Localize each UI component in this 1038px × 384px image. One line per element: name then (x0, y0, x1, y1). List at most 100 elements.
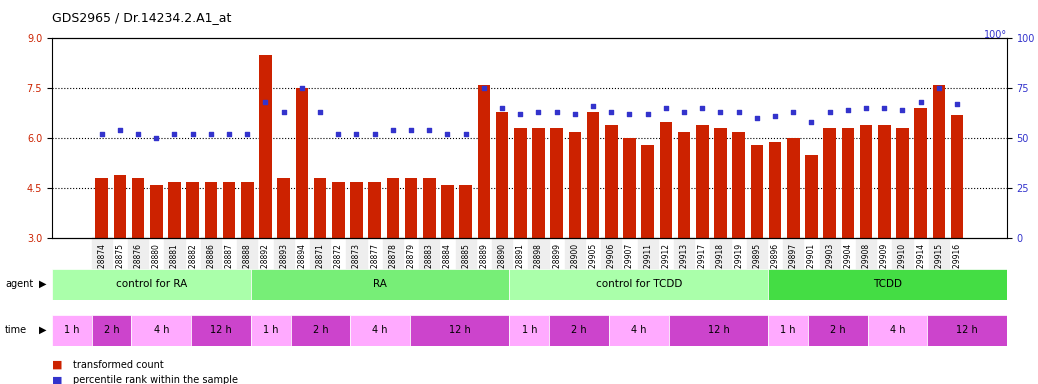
Bar (678, 132, 690, 338)
Point (512, 111, 528, 118)
Text: RA: RA (374, 279, 387, 289)
Point (894, 107, 910, 113)
FancyBboxPatch shape (808, 315, 868, 346)
Bar (932, 85, 946, 338)
Bar (787, 138, 799, 338)
Point (221, 131, 238, 137)
Bar (695, 125, 709, 338)
Bar (313, 178, 326, 338)
Point (712, 109, 729, 115)
Point (202, 131, 219, 137)
Point (421, 127, 438, 133)
Text: 100°: 100° (984, 30, 1007, 40)
Bar (914, 108, 927, 338)
Point (857, 105, 874, 111)
Bar (842, 128, 854, 338)
Bar (859, 125, 873, 338)
Bar (714, 128, 727, 338)
Bar (659, 122, 673, 338)
FancyBboxPatch shape (927, 315, 1007, 346)
Point (311, 109, 328, 115)
Bar (332, 182, 345, 338)
FancyBboxPatch shape (351, 315, 410, 346)
Point (130, 131, 146, 137)
Point (803, 119, 820, 125)
Text: 12 h: 12 h (448, 325, 470, 335)
Bar (769, 142, 782, 338)
Bar (733, 132, 745, 338)
Text: 4 h: 4 h (373, 325, 388, 335)
Text: 4 h: 4 h (631, 325, 647, 335)
Text: 12 h: 12 h (956, 325, 978, 335)
Point (876, 105, 893, 111)
Point (548, 109, 565, 115)
Point (439, 131, 456, 137)
Bar (186, 182, 199, 338)
Bar (204, 182, 217, 338)
Text: GDS2965 / Dr.14234.2.A1_at: GDS2965 / Dr.14234.2.A1_at (52, 12, 231, 25)
Bar (422, 178, 436, 338)
Text: 2 h: 2 h (830, 325, 846, 335)
Bar (277, 178, 290, 338)
Point (257, 99, 274, 105)
Bar (95, 178, 108, 338)
Point (166, 131, 183, 137)
Bar (532, 128, 545, 338)
FancyBboxPatch shape (609, 315, 668, 346)
FancyBboxPatch shape (52, 315, 91, 346)
Bar (260, 55, 272, 338)
Text: percentile rank within the sample: percentile rank within the sample (73, 375, 238, 384)
Bar (477, 85, 490, 338)
Bar (750, 145, 763, 338)
Text: 1 h: 1 h (522, 325, 537, 335)
Text: agent: agent (5, 279, 33, 289)
Point (676, 109, 692, 115)
Point (458, 131, 474, 137)
FancyBboxPatch shape (91, 315, 132, 346)
Text: 12 h: 12 h (210, 325, 231, 335)
Bar (441, 185, 454, 338)
Bar (132, 178, 144, 338)
Text: ■: ■ (52, 375, 62, 384)
FancyBboxPatch shape (410, 315, 510, 346)
Point (567, 111, 583, 118)
Point (384, 127, 401, 133)
FancyBboxPatch shape (251, 315, 291, 346)
Text: 4 h: 4 h (154, 325, 169, 335)
FancyBboxPatch shape (52, 269, 251, 300)
Point (639, 111, 656, 118)
Point (366, 131, 383, 137)
Text: ■: ■ (52, 360, 62, 370)
Point (530, 109, 547, 115)
Text: ▶: ▶ (39, 325, 47, 335)
FancyBboxPatch shape (549, 315, 609, 346)
Bar (405, 178, 417, 338)
Bar (168, 182, 181, 338)
Text: TCDD: TCDD (873, 279, 902, 289)
FancyBboxPatch shape (291, 315, 351, 346)
Bar (296, 88, 308, 338)
Text: 2 h: 2 h (312, 325, 328, 335)
Bar (223, 182, 236, 338)
Bar (586, 112, 600, 338)
Text: 1 h: 1 h (263, 325, 278, 335)
Bar (605, 125, 618, 338)
Text: control for TCDD: control for TCDD (596, 279, 682, 289)
Point (731, 109, 747, 115)
Text: 1 h: 1 h (781, 325, 796, 335)
Text: control for RA: control for RA (116, 279, 187, 289)
Point (748, 115, 765, 121)
Text: 12 h: 12 h (708, 325, 730, 335)
Bar (805, 155, 818, 338)
Bar (641, 145, 654, 338)
Point (603, 109, 620, 115)
Bar (496, 112, 509, 338)
Bar (149, 185, 163, 338)
FancyBboxPatch shape (132, 315, 191, 346)
Point (148, 135, 165, 141)
Point (93, 131, 110, 137)
Point (658, 105, 675, 111)
Point (294, 85, 310, 91)
Point (348, 131, 364, 137)
Point (767, 113, 784, 119)
